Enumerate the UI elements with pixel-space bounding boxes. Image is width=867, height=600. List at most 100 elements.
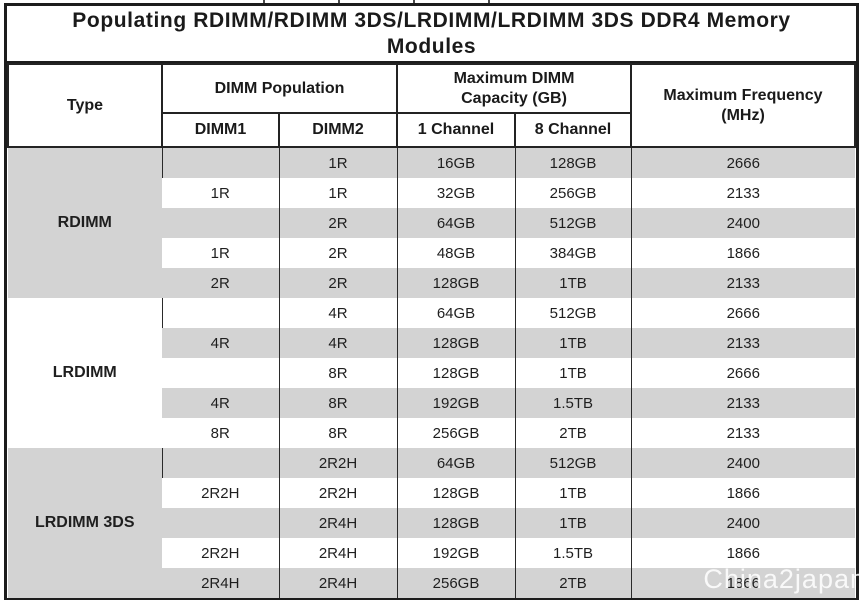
cell-frequency: 2133 (630, 268, 855, 298)
table-row: 2R4H 128GB 1TB 2400 (8, 508, 855, 538)
type-cell: RDIMM (8, 147, 162, 298)
cell-frequency: 1866 (630, 478, 855, 508)
cell-capacity-1ch: 32GB (396, 178, 516, 208)
cell-dimm2: 8R (278, 358, 398, 388)
table-row: 4R 4R 128GB 1TB 2133 (8, 328, 855, 358)
header-8-channel: 8 Channel (514, 112, 633, 148)
header-dimm2: DIMM2 (277, 112, 399, 148)
cell-frequency: 2666 (630, 298, 855, 328)
cell-capacity-8ch: 512GB (514, 208, 632, 238)
cell-dimm2: 1R (278, 147, 398, 178)
top-edge-tick (413, 0, 415, 3)
cell-capacity-8ch: 1TB (514, 508, 632, 538)
table-row: 1R 2R 48GB 384GB 1866 (8, 238, 855, 268)
cell-frequency: 2666 (630, 147, 855, 178)
cell-capacity-1ch: 64GB (396, 298, 516, 328)
cell-dimm1 (161, 147, 279, 178)
cell-frequency: 2666 (630, 358, 855, 388)
header-dimm1: DIMM1 (161, 112, 280, 148)
cell-dimm1: 8R (210, 424, 230, 442)
cell-frequency: 2133 (630, 178, 855, 208)
cell-frequency: 2400 (630, 208, 855, 238)
cell-dimm1: 2R2H (201, 544, 240, 562)
type-cell: LRDIMM (52, 364, 117, 381)
cell-dimm2: 2R2H (278, 448, 398, 478)
header-max-frequency-line1: Maximum Frequency (663, 86, 823, 104)
cell-capacity-1ch: 128GB (396, 328, 516, 358)
cell-capacity-8ch: 384GB (514, 238, 632, 268)
header-1-channel: 1 Channel (396, 112, 517, 148)
top-edge-tick (488, 0, 490, 3)
header-dimm-population: DIMM Population (160, 63, 399, 114)
cell-dimm2: 2R (278, 238, 398, 268)
header-max-frequency-line2: (MHz) (721, 106, 765, 124)
table-title: Populating RDIMM/RDIMM 3DS/LRDIMM/LRDIMM… (7, 6, 856, 63)
cell-capacity-1ch: 256GB (396, 418, 516, 448)
cell-dimm2: 2R4H (278, 568, 398, 598)
cell-capacity-1ch: 256GB (396, 568, 516, 598)
cell-capacity-1ch: 64GB (396, 208, 516, 238)
cell-capacity-1ch: 192GB (396, 388, 516, 418)
cell-dimm2: 1R (278, 178, 398, 208)
top-edge-tick (263, 0, 265, 3)
table-row: 2R2H 2R4H 192GB 1.5TB 1866 (8, 538, 855, 568)
cell-capacity-1ch: 192GB (396, 538, 516, 568)
cell-frequency: 2400 (630, 448, 855, 478)
cell-dimm2: 2R4H (278, 508, 398, 538)
cell-frequency: 2133 (630, 418, 855, 448)
cell-dimm1: 1R (210, 184, 230, 202)
cell-dimm2: 8R (278, 388, 398, 418)
table-row: 2R2H 2R2H 128GB 1TB 1866 (8, 478, 855, 508)
table-row: LRDIMM 3DS 2R2H 64GB 512GB 2400 (8, 448, 855, 598)
cell-capacity-8ch: 1.5TB (514, 538, 632, 568)
header-max-capacity: Maximum DIMM Capacity (GB) (396, 63, 633, 114)
cell-capacity-8ch: 128GB (514, 147, 632, 178)
cell-dimm2: 4R (278, 298, 398, 328)
cell-capacity-8ch: 1TB (514, 478, 632, 508)
cell-capacity-1ch: 64GB (396, 448, 516, 478)
table-header: Type DIMM Population Maximum DIMM Capaci… (7, 63, 856, 148)
table-row: 4R 8R 192GB 1.5TB 2133 (8, 388, 855, 418)
cell-dimm1 (161, 448, 279, 478)
cell-dimm1: 2R (162, 268, 279, 298)
header-type: Type (7, 63, 163, 148)
cell-capacity-1ch: 48GB (396, 238, 516, 268)
table-row: 2R 64GB 512GB 2400 (8, 208, 855, 238)
cell-dimm1: 2R4H (162, 568, 279, 598)
cell-dimm2: 2R4H (278, 538, 398, 568)
cell-dimm2: 2R (278, 268, 398, 298)
cell-frequency: 2133 (630, 328, 855, 358)
cell-dimm2: 8R (278, 418, 398, 448)
table-row: 1R 1R 32GB 256GB 2133 (8, 178, 855, 208)
cell-dimm1: 4R (162, 328, 279, 358)
cell-dimm2: 4R (278, 328, 398, 358)
memory-population-table: Populating RDIMM/RDIMM 3DS/LRDIMM/LRDIMM… (4, 3, 859, 600)
table-row: 2R 2R 128GB 1TB 2133 (8, 268, 855, 298)
cell-capacity-8ch: 1TB (514, 268, 632, 298)
cell-frequency: 1866 (630, 568, 855, 598)
cell-capacity-8ch: 1.5TB (514, 388, 632, 418)
table-row: RDIMM 1R 16GB 128GB 2666 (8, 147, 855, 298)
cell-dimm2: 2R2H (278, 478, 398, 508)
cell-capacity-1ch: 128GB (396, 478, 516, 508)
cell-capacity-8ch: 2TB (514, 568, 632, 598)
cell-frequency: 2400 (630, 508, 855, 538)
memory-table: Type DIMM Population Maximum DIMM Capaci… (7, 63, 856, 598)
cell-dimm1: 2R2H (201, 484, 240, 502)
cell-capacity-8ch: 512GB (514, 448, 632, 478)
top-edge-tick (338, 0, 340, 3)
table-row: 8R 128GB 1TB 2666 (8, 358, 855, 388)
cell-capacity-1ch: 128GB (396, 508, 516, 538)
cell-dimm1 (162, 358, 279, 388)
header-max-capacity-line2: Capacity (GB) (461, 89, 567, 107)
cell-capacity-8ch: 512GB (514, 298, 632, 328)
cell-dimm1 (161, 298, 279, 328)
cell-frequency: 2133 (630, 388, 855, 418)
cell-dimm2: 2R (278, 208, 398, 238)
cell-dimm1 (162, 508, 279, 538)
table-body: RDIMM 1R 16GB 128GB 2666 1R 1R 32GB 256GB 2133 2R 6… (8, 147, 855, 598)
table-row: 2R4H 2R4H 256GB 2TB 1866 (8, 568, 855, 598)
cell-dimm1: 4R (162, 388, 279, 418)
table-row: 8R 8R 256GB 2TB 2133 (8, 418, 855, 448)
